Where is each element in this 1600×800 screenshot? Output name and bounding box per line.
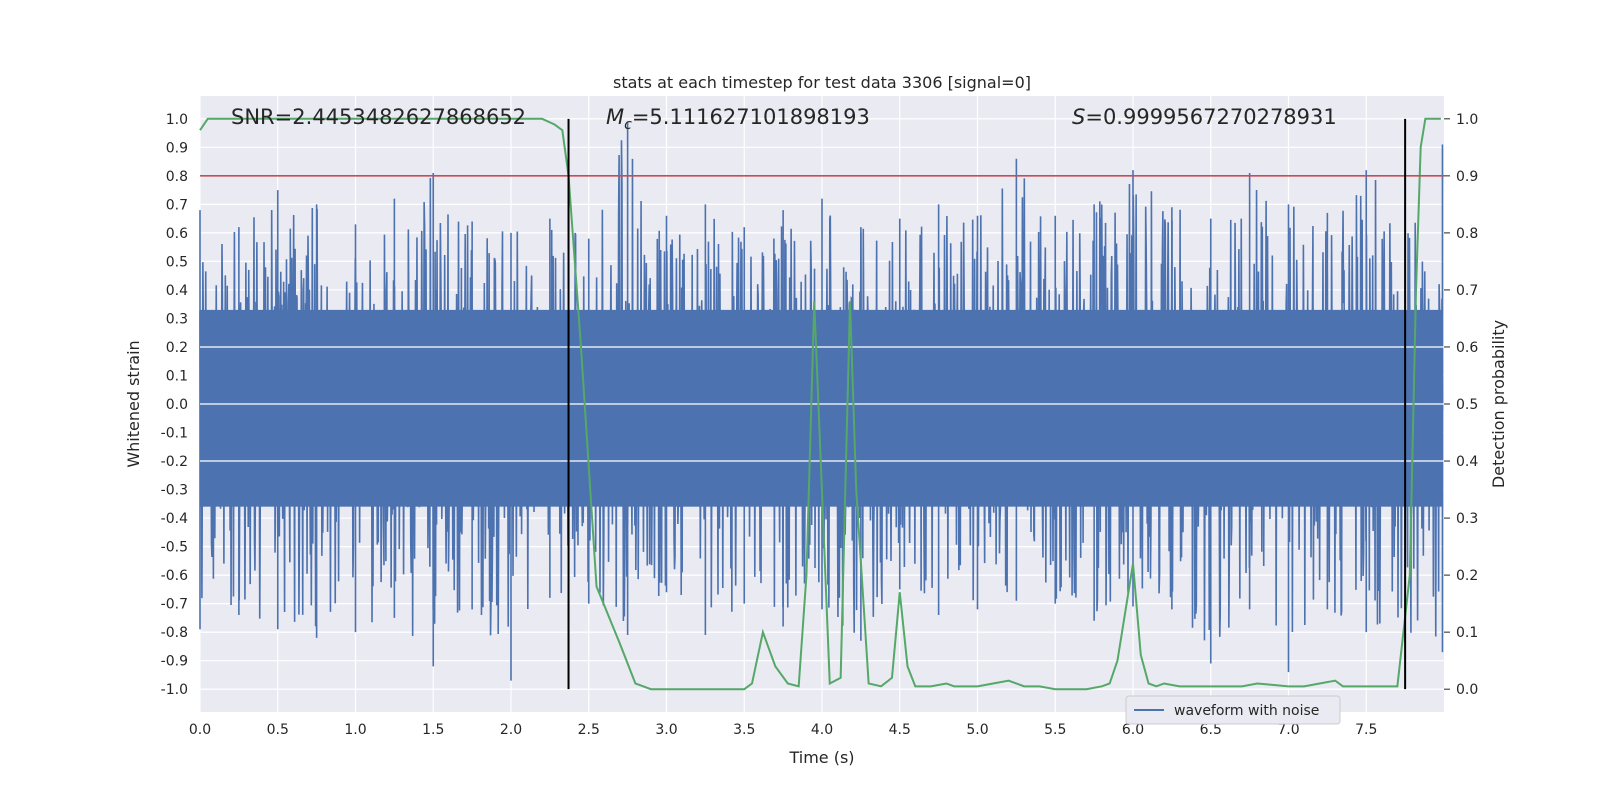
y2-tick-label: 0.4 <box>1456 454 1478 470</box>
x-tick-label: 5.0 <box>966 722 988 738</box>
mc-annotation: Mc=5.111627101898193 <box>606 105 870 133</box>
y-tick-label: -0.7 <box>161 597 188 613</box>
s-symbol: S <box>1072 105 1085 129</box>
y-tick-label: 0.4 <box>166 283 188 299</box>
x-tick-label: 0.0 <box>189 722 211 738</box>
y-tick-label: -0.4 <box>161 511 188 527</box>
x-tick-label: 6.0 <box>1122 722 1144 738</box>
s-value: =0.9999567270278931 <box>1085 105 1336 129</box>
legend-box <box>1125 695 1341 725</box>
y-tick-label: -0.9 <box>161 654 188 670</box>
y2-tick-label: 1.0 <box>1456 112 1478 128</box>
y2-tick-label: 0.9 <box>1456 169 1478 185</box>
y-tick-label: 0.0 <box>166 397 188 413</box>
x-tick-label: 1.5 <box>422 722 444 738</box>
x-tick-label: 2.5 <box>578 722 600 738</box>
mc-symbol: M <box>606 105 624 129</box>
x-tick-label: 1.0 <box>344 722 366 738</box>
y-tick-label: -0.1 <box>161 426 188 442</box>
x-tick-label: 0.5 <box>267 722 289 738</box>
y2-tick-label: 0.3 <box>1456 511 1478 527</box>
x-tick-label: 4.5 <box>889 722 911 738</box>
probability-line <box>199 117 1441 691</box>
y-tick-label: 1.0 <box>166 112 188 128</box>
y-axis-label: Whitened strain <box>124 340 143 467</box>
tick-labels: 0.0 0.5 1.0 1.5 2.0 2.5 3.0 3.5 4.0 4.5 5.0 5.5 6.0 6… <box>161 112 1479 738</box>
y-tick-label: -0.5 <box>161 540 188 556</box>
y-tick-label: 0.9 <box>166 140 188 156</box>
y2-tick-label: 0.6 <box>1456 340 1478 356</box>
x-tick-label: 5.5 <box>1044 722 1066 738</box>
x-tick-label: 7.0 <box>1277 722 1299 738</box>
y-tick-label: -0.3 <box>161 483 188 499</box>
y2-tick-label: 0.2 <box>1456 568 1478 584</box>
y-tick-label: -1.0 <box>161 682 188 698</box>
chart-title: stats at each timestep for test data 330… <box>613 73 1031 92</box>
x-tick-label: 3.5 <box>733 722 755 738</box>
y2-tick-label: 0.8 <box>1456 226 1478 242</box>
mc-value: =5.111627101898193 <box>632 105 870 129</box>
probability-series <box>199 117 1441 691</box>
y2-tick-label: 0.7 <box>1456 283 1478 299</box>
y-tick-label: -0.8 <box>161 625 188 641</box>
x-tick-label: 4.0 <box>811 722 833 738</box>
y-tick-label: 0.8 <box>166 169 188 185</box>
snr-annotation: SNR=2.4453482627868652 <box>231 105 526 129</box>
y-tick-label: -0.6 <box>161 568 188 584</box>
legend[interactable]: waveform with noise <box>1125 695 1341 725</box>
y2-tick-label: 0.1 <box>1456 625 1478 641</box>
x-tick-label: 2.0 <box>500 722 522 738</box>
mc-subscript: c <box>624 117 632 133</box>
y-tick-label: 0.6 <box>166 226 188 242</box>
y-tick-label: 0.1 <box>166 368 188 384</box>
y2-axis-label: Detection probability <box>1489 320 1508 488</box>
y-tick-label: 0.3 <box>166 311 188 327</box>
y2-tick-label: 0.5 <box>1456 397 1478 413</box>
y2-tick-label: 0.0 <box>1456 682 1478 698</box>
y-tick-label: 0.5 <box>166 254 188 270</box>
x-tick-label: 7.5 <box>1355 722 1377 738</box>
s-annotation: S=0.9999567270278931 <box>1072 105 1337 129</box>
x-tick-label: 6.5 <box>1200 722 1222 738</box>
x-tick-label: 3.0 <box>655 722 677 738</box>
reference-lines <box>200 118 1444 690</box>
y-tick-label: 0.2 <box>166 340 188 356</box>
y-tick-label: 0.7 <box>166 197 188 213</box>
x-axis-label: Time (s) <box>788 748 854 767</box>
y-tick-label: -0.2 <box>161 454 188 470</box>
legend-label: waveform with noise <box>1174 703 1319 719</box>
